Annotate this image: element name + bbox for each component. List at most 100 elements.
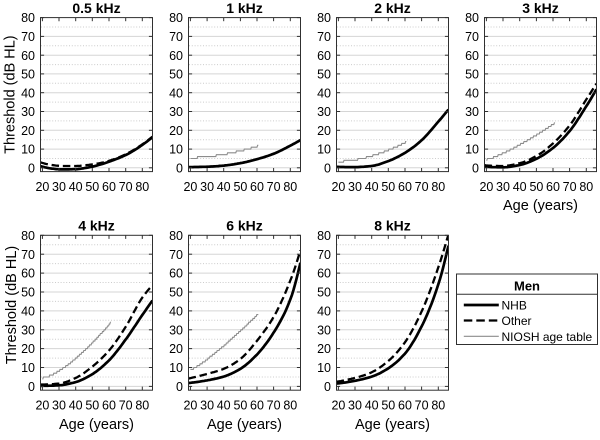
svg-text:70: 70 [119,180,133,194]
svg-text:70: 70 [317,30,331,44]
svg-text:60: 60 [317,49,331,63]
svg-text:10: 10 [317,361,331,375]
svg-text:60: 60 [102,399,116,413]
svg-text:80: 80 [169,229,183,243]
svg-text:4 kHz: 4 kHz [78,218,115,234]
svg-text:50: 50 [317,286,331,300]
svg-text:Threshold (dB HL): Threshold (dB HL) [3,35,19,153]
svg-text:60: 60 [546,180,560,194]
svg-text:Men: Men [514,279,540,294]
svg-text:60: 60 [250,180,264,194]
svg-text:20: 20 [35,180,49,194]
svg-text:Age (years): Age (years) [59,417,134,433]
svg-text:70: 70 [169,30,183,44]
svg-text:20: 20 [317,342,331,356]
svg-text:60: 60 [465,49,479,63]
svg-text:3 kHz: 3 kHz [522,0,559,16]
svg-text:10: 10 [317,143,331,157]
svg-text:50: 50 [169,68,183,82]
svg-text:70: 70 [415,180,429,194]
svg-text:30: 30 [317,323,331,337]
svg-text:60: 60 [102,180,116,194]
svg-text:80: 80 [317,229,331,243]
svg-text:20: 20 [465,124,479,138]
svg-text:0: 0 [176,161,183,175]
svg-text:30: 30 [348,180,362,194]
svg-text:60: 60 [398,399,412,413]
svg-text:60: 60 [21,49,35,63]
svg-text:30: 30 [317,105,331,119]
svg-text:2 kHz: 2 kHz [374,0,411,16]
svg-text:40: 40 [169,305,183,319]
svg-text:70: 70 [267,399,281,413]
svg-text:10: 10 [169,143,183,157]
svg-text:50: 50 [233,399,247,413]
svg-text:40: 40 [69,180,83,194]
svg-text:70: 70 [317,248,331,262]
svg-text:50: 50 [381,180,395,194]
svg-text:20: 20 [183,399,197,413]
svg-text:70: 70 [563,180,577,194]
svg-text:20: 20 [21,124,35,138]
svg-text:80: 80 [283,399,297,413]
svg-text:20: 20 [169,342,183,356]
svg-text:80: 80 [169,11,183,25]
svg-text:80: 80 [579,180,593,194]
svg-text:30: 30 [348,399,362,413]
svg-text:8 kHz: 8 kHz [374,218,411,234]
svg-text:50: 50 [21,68,35,82]
svg-text:0.5 kHz: 0.5 kHz [72,0,120,16]
svg-text:60: 60 [398,180,412,194]
svg-text:70: 70 [21,248,35,262]
svg-text:80: 80 [431,399,445,413]
svg-text:40: 40 [217,180,231,194]
svg-text:80: 80 [21,11,35,25]
svg-text:0: 0 [28,380,35,394]
svg-text:40: 40 [365,399,379,413]
svg-text:Other: Other [502,314,532,328]
svg-text:50: 50 [317,68,331,82]
svg-text:30: 30 [52,180,66,194]
svg-text:70: 70 [267,180,281,194]
svg-text:50: 50 [529,180,543,194]
svg-text:40: 40 [465,86,479,100]
svg-text:NIOSH age table: NIOSH age table [502,330,593,344]
svg-text:0: 0 [472,161,479,175]
svg-text:70: 70 [415,399,429,413]
svg-text:40: 40 [169,86,183,100]
svg-text:80: 80 [431,180,445,194]
svg-text:60: 60 [250,399,264,413]
svg-text:30: 30 [200,180,214,194]
svg-text:50: 50 [233,180,247,194]
svg-text:20: 20 [169,124,183,138]
svg-text:Threshold (dB HL): Threshold (dB HL) [4,246,20,364]
svg-text:80: 80 [465,11,479,25]
svg-text:30: 30 [465,105,479,119]
svg-text:20: 20 [331,180,345,194]
svg-text:30: 30 [169,105,183,119]
svg-text:10: 10 [169,361,183,375]
svg-text:30: 30 [21,323,35,337]
svg-text:40: 40 [365,180,379,194]
svg-text:50: 50 [85,399,99,413]
svg-text:50: 50 [381,399,395,413]
svg-text:50: 50 [85,180,99,194]
svg-text:40: 40 [317,305,331,319]
svg-text:20: 20 [317,124,331,138]
svg-text:60: 60 [317,267,331,281]
svg-text:70: 70 [465,30,479,44]
svg-text:30: 30 [52,399,66,413]
svg-text:30: 30 [169,323,183,337]
svg-text:30: 30 [496,180,510,194]
svg-text:60: 60 [169,267,183,281]
svg-text:0: 0 [324,161,331,175]
svg-text:6 kHz: 6 kHz [226,218,263,234]
svg-text:20: 20 [479,180,493,194]
svg-text:60: 60 [169,49,183,63]
svg-text:0: 0 [324,380,331,394]
svg-text:NHB: NHB [502,299,527,313]
svg-text:0: 0 [28,161,35,175]
svg-text:40: 40 [21,305,35,319]
svg-text:40: 40 [217,399,231,413]
svg-text:70: 70 [21,30,35,44]
